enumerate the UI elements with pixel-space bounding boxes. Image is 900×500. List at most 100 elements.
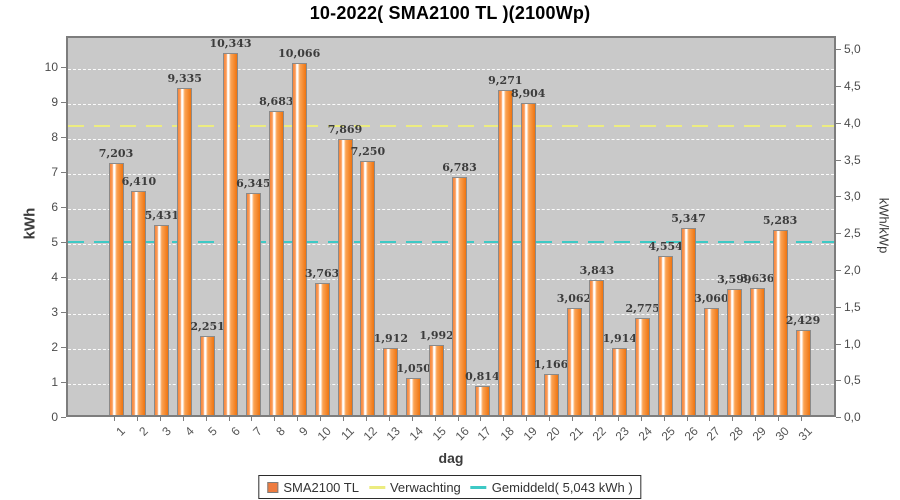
x-axis-day-label: 30 — [772, 424, 792, 444]
x-axis-tick — [709, 417, 711, 421]
bar-value-label: 3,060 — [694, 292, 729, 305]
left-axis-tick — [61, 311, 66, 313]
bar-value-label: 1,050 — [396, 362, 431, 375]
bar-day-6 — [223, 53, 238, 415]
x-axis-tick — [686, 417, 688, 421]
bar-value-label: 1,912 — [373, 332, 409, 345]
x-axis-day-label: 25 — [658, 424, 678, 444]
legend-label: SMA2100 TL — [283, 479, 359, 495]
x-axis-tick — [136, 417, 138, 421]
x-axis-tick — [297, 417, 299, 421]
bar-day-17 — [474, 386, 490, 415]
right-axis-tick-label: 3,5 — [844, 152, 861, 167]
gemiddeld-line-icon — [470, 485, 487, 489]
left-axis-tick — [61, 417, 66, 418]
series-swatch-icon — [267, 481, 279, 493]
x-axis-tick — [434, 417, 436, 421]
bar-day-29 — [749, 288, 765, 415]
x-axis-day-label: 22 — [589, 424, 609, 444]
bar-value-label: 6,783 — [442, 161, 477, 174]
left-axis-tick-label: 1 — [51, 375, 58, 389]
right-axis-tick — [836, 306, 841, 308]
left-axis-tick — [61, 276, 66, 278]
grid-line — [68, 384, 834, 385]
plot-area: 7,203 6,410 5,431 9,335 2,251 10,343 6,345 8,68… — [66, 36, 836, 417]
x-axis-tick — [663, 417, 665, 421]
bar-day-11 — [337, 139, 353, 415]
x-axis-tick — [617, 417, 619, 421]
bar-value-label: 3,636 — [739, 272, 775, 285]
bar-value-label: 7,869 — [327, 123, 363, 136]
bar-day-10 — [314, 283, 330, 415]
legend: SMA2100 TL Verwachting Gemiddeld( 5,043 … — [258, 475, 642, 499]
x-axis-day-label: 8 — [273, 424, 289, 439]
bar-day-27 — [703, 308, 719, 415]
left-axis-tick — [61, 241, 66, 243]
x-axis-day-label: 10 — [314, 424, 334, 444]
bar-day-28 — [726, 289, 742, 415]
x-axis-day-label: 6 — [227, 424, 243, 439]
grid-line — [68, 243, 834, 245]
bar-value-label: 0,814 — [465, 370, 500, 383]
grid-line — [68, 68, 834, 70]
chart-title: 10-2022( SMA2100 TL )(2100Wp) — [309, 3, 591, 23]
x-axis-day-label: 11 — [338, 424, 357, 443]
x-axis-tick — [411, 417, 413, 421]
bar-day-21 — [566, 308, 582, 415]
x-axis-day-label: 5 — [204, 424, 220, 439]
bar-day-23 — [612, 348, 628, 415]
right-axis-tick-label: 2,0 — [844, 262, 861, 277]
x-axis-day-label: 2 — [136, 424, 151, 439]
bar-value-label: 3,062 — [556, 292, 592, 305]
x-axis-day-label: 1 — [113, 424, 128, 439]
bar-day-5 — [200, 336, 216, 415]
x-axis-day-label: 27 — [703, 424, 724, 444]
x-axis-day-label: 24 — [635, 424, 655, 444]
right-axis-tick — [836, 159, 841, 161]
x-axis-day-label: 31 — [795, 424, 815, 444]
left-axis-tick-label: 3 — [51, 304, 58, 319]
bar-value-label: 4,554 — [648, 240, 683, 253]
bar-day-3 — [154, 225, 170, 415]
left-axis-tick — [61, 66, 66, 68]
bar-value-label: 2,775 — [625, 302, 660, 315]
bar-value-label: 6,410 — [121, 175, 157, 188]
x-axis-tick — [572, 417, 573, 421]
bar-day-19 — [520, 103, 536, 415]
x-axis-tick — [526, 417, 528, 421]
x-axis-tick — [457, 417, 459, 421]
right-axis-tick — [836, 343, 841, 345]
right-axis-tick-label: 2,5 — [844, 226, 861, 241]
x-axis-day-label: 9 — [296, 424, 312, 439]
right-axis-tick — [836, 86, 841, 88]
x-axis-tick — [778, 417, 780, 421]
right-axis-tick — [836, 417, 841, 418]
x-axis-day-label: 15 — [429, 424, 449, 444]
x-axis-day-label: 18 — [497, 424, 518, 444]
grid-line — [68, 173, 834, 175]
bar-value-label: 1,992 — [419, 329, 454, 342]
bar-day-14 — [406, 378, 422, 415]
left-axis-tick-label: 6 — [51, 199, 58, 214]
bar-day-7 — [245, 193, 261, 415]
x-axis-day-label: 20 — [543, 424, 563, 444]
x-axis-tick — [594, 417, 596, 421]
bar-value-label: 2,429 — [785, 314, 821, 327]
bar-value-label: 3,599 — [717, 273, 752, 286]
bar-value-label: 9,335 — [167, 72, 202, 85]
bar-value-label: 3,763 — [304, 267, 340, 280]
x-axis-tick — [503, 417, 505, 421]
left-axis-tick — [61, 101, 66, 103]
bar-day-9 — [291, 63, 307, 415]
bar-day-1 — [108, 163, 124, 415]
bar-value-label: 5,431 — [144, 209, 180, 222]
right-axis-tick — [836, 269, 841, 271]
bar-value-label: 5,283 — [762, 214, 798, 227]
legend-label: Verwachting — [389, 479, 461, 495]
x-axis-tick — [640, 417, 642, 421]
gemiddeld-reference-line — [68, 241, 834, 244]
x-axis-day-label: 13 — [383, 424, 403, 444]
left-axis-tick — [61, 382, 66, 383]
left-axis-tick-label: 0 — [51, 410, 58, 424]
